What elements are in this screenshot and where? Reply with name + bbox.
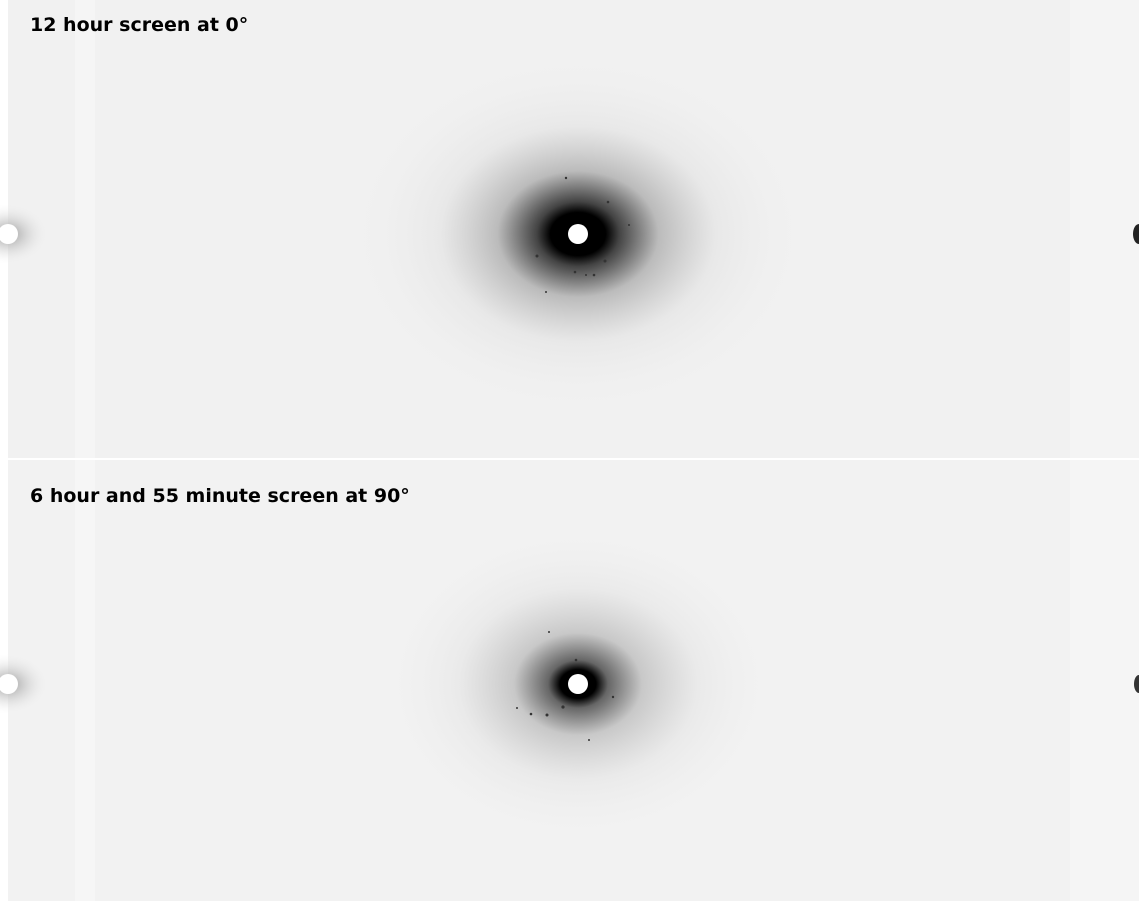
page: 12 hour screen at 0° 6 hour and 55 minut… [0,0,1139,903]
band [75,0,95,458]
panel-label: 12 hour screen at 0° [30,14,248,36]
panel-label: 6 hour and 55 minute screen at 90° [30,485,410,507]
beam-spot [568,224,588,244]
panel-bottom: 6 hour and 55 minute screen at 90° [0,460,1139,901]
beam-spot [568,674,588,694]
panel-top: 12 hour screen at 0° [0,0,1139,458]
band [1070,0,1139,458]
band [1070,460,1139,901]
figure: 12 hour screen at 0° 6 hour and 55 minut… [0,0,1139,903]
band [75,460,95,901]
